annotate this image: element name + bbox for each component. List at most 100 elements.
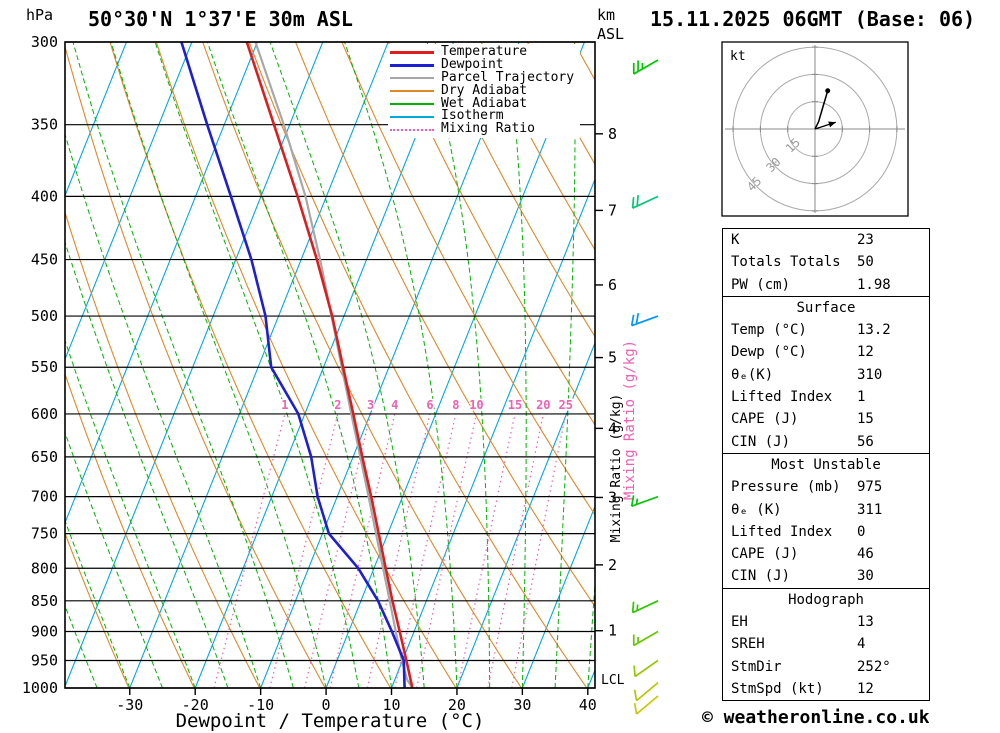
table-row: Dewp (°C) 12	[723, 341, 929, 363]
table-row-value: 50	[857, 254, 874, 271]
svg-text:20: 20	[536, 398, 550, 412]
table-row-value: 975	[857, 479, 883, 496]
table-section-header: Most Unstable	[771, 456, 881, 473]
table-row: θₑ (K) 311	[723, 499, 929, 521]
svg-text:40: 40	[579, 696, 597, 714]
table-row: CAPE (J) 46	[723, 543, 929, 565]
table-row: Lifted Index 0	[723, 521, 929, 543]
table-row: StmSpd (kt) 12	[723, 678, 929, 700]
svg-text:6: 6	[426, 398, 433, 412]
table-section: Most Unstable Pressure (mb) 975 θₑ (K) 311 Li…	[723, 452, 929, 588]
legend-swatch-dry-adiabat	[390, 90, 434, 93]
svg-text:300: 300	[31, 33, 58, 51]
wind-barb	[630, 495, 659, 507]
table-row: Pressure (mb) 975	[723, 476, 929, 498]
copyright: © weatheronline.co.uk	[702, 707, 930, 728]
table-row-label: Lifted Index	[731, 389, 833, 406]
legend-label: Isotherm	[441, 108, 504, 124]
wind-barb	[633, 681, 659, 702]
table-row-value: 12	[857, 344, 874, 361]
wind-barb	[633, 695, 659, 715]
table-row-label: Lifted Index	[731, 523, 833, 540]
svg-text:7: 7	[608, 201, 617, 219]
legend-item: Dewpoint	[390, 56, 574, 72]
svg-text:800: 800	[31, 559, 58, 577]
altitude-axis: 1 2 3 4 5 6 7 8 LCL	[595, 125, 625, 688]
table-section: K 23 Totals Totals 50 PW (cm) 1.98	[723, 229, 929, 296]
wind-barb	[633, 659, 659, 678]
table-row-value: 252°	[857, 658, 891, 675]
stats-table: K 23 Totals Totals 50 PW (cm) 1.98 Surface Temp…	[722, 228, 930, 702]
table-row: SREH 4	[723, 633, 929, 655]
wind-barbs	[630, 59, 659, 715]
svg-text:10: 10	[382, 696, 400, 714]
table-row-label: CIN (J)	[731, 568, 791, 585]
table-row-label: StmDir	[731, 658, 782, 675]
wind-barb	[631, 600, 659, 614]
table-row: θₑ(K) 310	[723, 364, 929, 386]
table-row: CIN (J) 30	[723, 565, 929, 587]
svg-text:1: 1	[608, 622, 617, 640]
legend-label: Dry Adiabat	[441, 82, 528, 98]
legend-swatch-mixing-ratio	[390, 128, 434, 131]
svg-text:3: 3	[367, 398, 374, 412]
profile-curves	[180, 42, 414, 688]
svg-text:5: 5	[608, 349, 617, 367]
table-row-label: θₑ (K)	[731, 501, 782, 518]
svg-text:4: 4	[608, 419, 617, 437]
svg-text:30: 30	[513, 696, 531, 714]
svg-text:600: 600	[31, 405, 58, 423]
svg-text:450: 450	[31, 251, 58, 269]
legend-label: Dewpoint	[441, 56, 504, 72]
svg-text:-10: -10	[247, 696, 274, 714]
table-row-value: 0	[857, 523, 866, 540]
table-row-label: CAPE (J)	[731, 546, 799, 563]
svg-text:4: 4	[391, 398, 398, 412]
storm-motion-arrowhead	[828, 121, 836, 128]
wind-barb	[632, 630, 659, 647]
table-row-label: Temp (°C)	[731, 322, 807, 339]
wind-barb	[631, 195, 659, 209]
table-row-label: CIN (J)	[731, 433, 791, 450]
wind-barb	[630, 312, 659, 327]
plot-border	[64, 41, 596, 689]
svg-text:8: 8	[452, 398, 459, 412]
svg-text:8: 8	[608, 125, 617, 143]
table-row-label: EH	[731, 614, 748, 631]
svg-text:1: 1	[281, 398, 288, 412]
legend-item: Temperature	[390, 44, 574, 59]
table-row-value: 56	[857, 433, 874, 450]
legend-item: Isotherm	[390, 110, 574, 123]
legend-swatch-temperature	[390, 50, 434, 54]
pressure-axis-unit: hPa	[26, 6, 54, 24]
table-row: CIN (J) 56	[723, 431, 929, 453]
mixing-ratio-axis-label-pink: Mixing Ratio (g/kg)	[622, 340, 638, 500]
legend-label: Temperature	[441, 44, 528, 59]
hodograph-trace	[814, 90, 829, 130]
hodograph-unit: kt	[730, 49, 746, 64]
svg-text:350: 350	[31, 116, 58, 134]
table-row: EH 13	[723, 611, 929, 633]
table-row-label: Dewp (°C)	[731, 344, 807, 361]
svg-text:1000: 1000	[22, 679, 58, 697]
altitude-axis-ref: ASL	[597, 25, 625, 43]
legend-label: Wet Adiabat	[441, 95, 528, 111]
table-row: Totals Totals 50	[723, 251, 929, 273]
svg-text:900: 900	[31, 622, 58, 640]
svg-text:2: 2	[608, 556, 617, 574]
wet-adiabats	[65, 42, 595, 688]
table-row-value: 13.2	[857, 322, 891, 339]
legend-item: Dry Adiabat	[390, 82, 574, 98]
table-row-value: 1.98	[857, 276, 891, 293]
dewpoint-curve	[180, 42, 406, 688]
mixing-ratio-labels: 1 2 3 4 6 8 10 15 20 25	[280, 396, 575, 413]
table-row-label: StmSpd (kt)	[731, 680, 824, 697]
svg-text:20: 20	[448, 696, 466, 714]
table-row-value: 1	[857, 389, 866, 406]
pressure-gridlines	[65, 41, 595, 689]
station-title: 50°30'N 1°37'E 30m ASL	[88, 7, 353, 31]
mixing-ratio-lines	[213, 413, 567, 688]
x-axis-title: Dewpoint / Temperature (°C)	[175, 710, 485, 732]
table-row: Lifted Index 1	[723, 386, 929, 408]
